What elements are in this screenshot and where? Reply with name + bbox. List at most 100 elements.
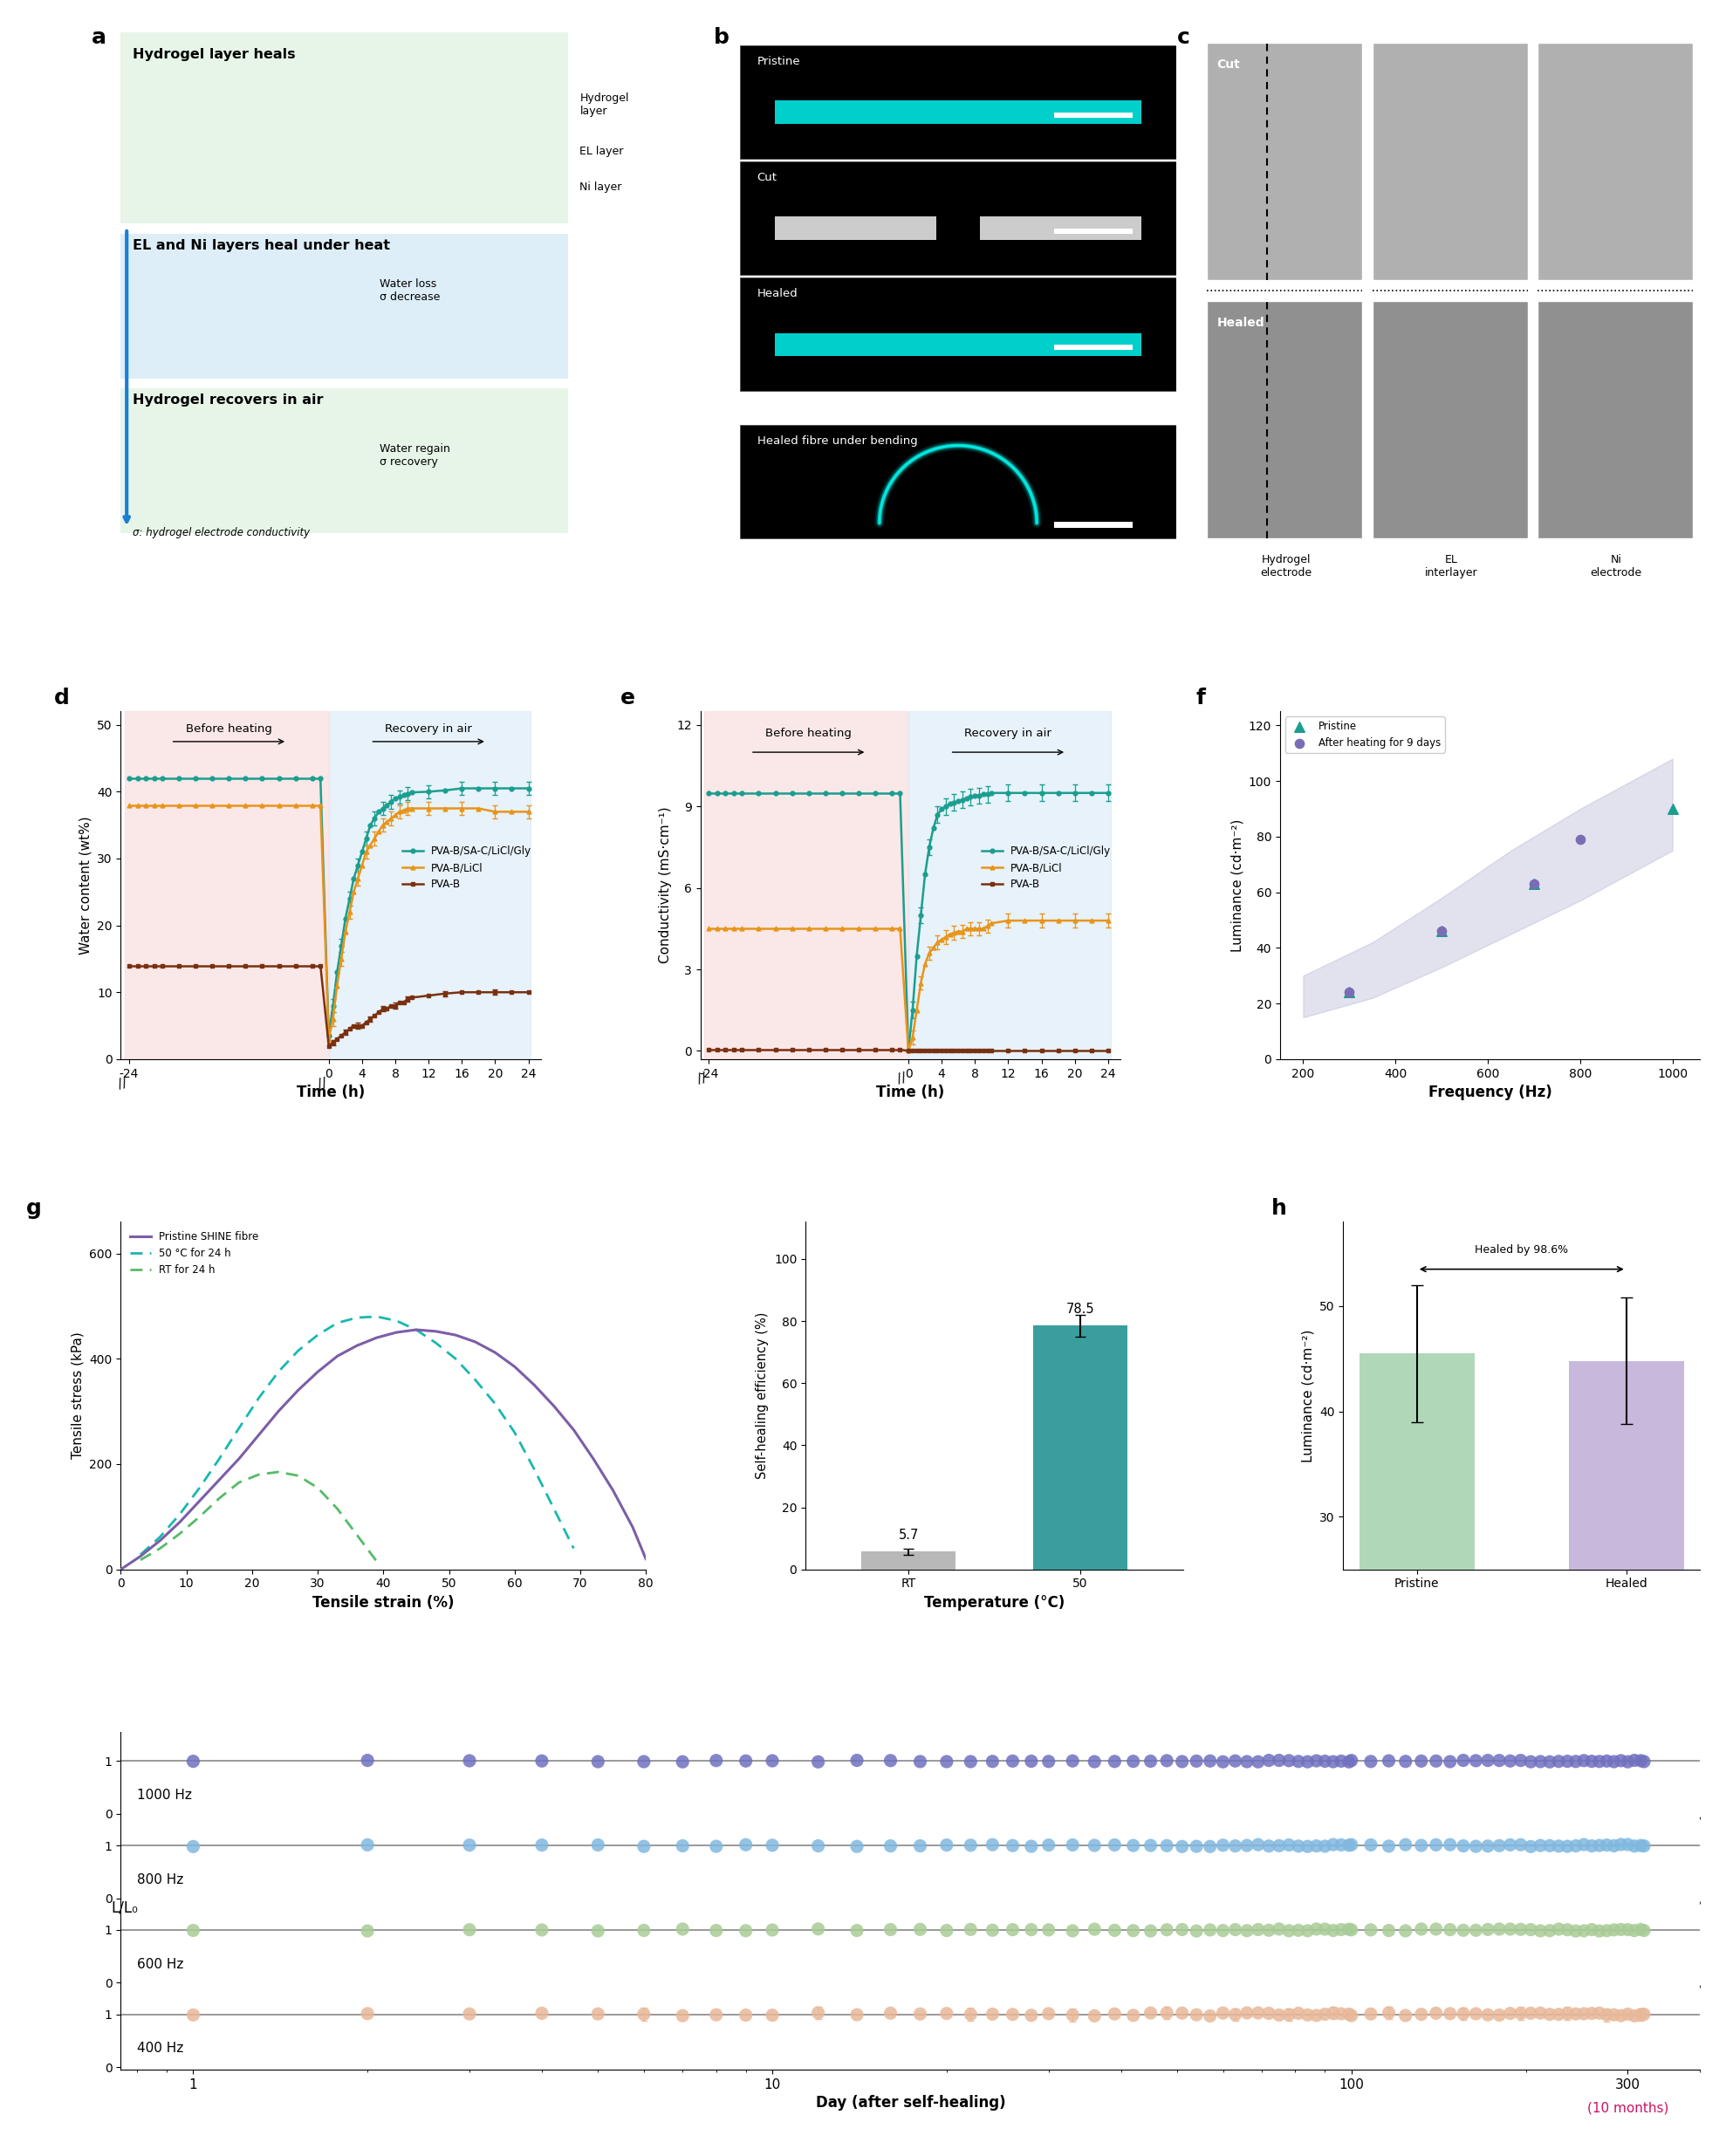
PVA-B/SA-C/LiCl/Gly	[923, 815, 944, 841]
Point	[1474, 1828, 1502, 1863]
Point	[1391, 1915, 1419, 1949]
PVA-B	[361, 1007, 381, 1033]
PVA-B/SA-C/LiCl/Gly	[368, 800, 388, 826]
Point	[1536, 1828, 1564, 1863]
PVA-B/LiCl	[944, 921, 965, 946]
PVA-B/LiCl	[356, 839, 376, 865]
Pristine SHINE fibre	[623, 1514, 644, 1539]
Point	[1244, 1828, 1272, 1863]
Y-axis label: Conductivity (mS·cm⁻¹): Conductivity (mS·cm⁻¹)	[659, 806, 671, 964]
PVA-B/SA-C/LiCl/Gly	[318, 1022, 338, 1048]
Point	[877, 1828, 904, 1863]
PVA-B/LiCl	[998, 908, 1018, 934]
Point	[583, 1915, 611, 1949]
Text: Hydrogel
layer: Hydrogel layer	[580, 93, 628, 116]
50 °C for 24 h	[485, 1391, 506, 1416]
Point	[979, 1912, 1006, 1947]
PVA-B/SA-C/LiCl/Gly	[960, 785, 980, 811]
PVA-B/LiCl	[923, 936, 944, 962]
Point	[979, 1828, 1006, 1863]
PVA-B/LiCl	[968, 916, 989, 942]
Point	[1210, 1828, 1238, 1863]
PVA-B/LiCl	[323, 1007, 343, 1033]
Point	[1562, 1915, 1590, 1949]
PVA-B/LiCl	[911, 970, 932, 996]
Point	[1101, 1996, 1129, 2031]
PVA-B	[939, 1037, 960, 1063]
Point	[1571, 1996, 1598, 2031]
Text: d: d	[54, 688, 69, 709]
Bar	[121, 32, 568, 224]
Bar	[1372, 43, 1528, 280]
Point	[1496, 1744, 1524, 1779]
Point	[1232, 1996, 1260, 2031]
Point	[668, 1744, 696, 1779]
RT for 24 h	[326, 1496, 347, 1522]
Point	[1593, 1744, 1621, 1779]
Point	[1255, 1996, 1282, 2031]
PVA-B	[318, 1033, 338, 1059]
Point	[956, 1912, 984, 1947]
Point	[528, 1828, 556, 1863]
Point	[1614, 1828, 1641, 1863]
Pristine SHINE fibre	[464, 1328, 485, 1354]
Point	[1507, 1996, 1534, 2031]
Point	[456, 1828, 483, 1863]
Point	[1407, 1744, 1434, 1779]
PVA-B/LiCl	[376, 808, 397, 834]
Pristine SHINE fibre	[326, 1343, 347, 1369]
Point	[842, 1828, 870, 1863]
Point	[1303, 1828, 1331, 1863]
PVA-B/SA-C/LiCl/Gly	[385, 785, 406, 811]
PVA-B	[980, 1037, 1001, 1063]
Bar	[328, 711, 532, 1059]
Pristine SHINE fibre	[129, 1544, 150, 1570]
Point	[1196, 1744, 1224, 1779]
RT for 24 h	[190, 1503, 211, 1529]
Point	[1120, 1999, 1148, 2033]
Point	[1182, 1828, 1210, 1863]
PVA-B	[376, 996, 397, 1022]
PVA-B/SA-C/LiCl/Gly	[906, 942, 927, 968]
Text: Recovery in air: Recovery in air	[965, 727, 1051, 740]
PVA-B/LiCl	[468, 796, 488, 821]
Point	[932, 1744, 960, 1779]
Point	[1303, 1999, 1331, 2033]
Point	[1338, 1744, 1365, 1779]
RT for 24 h	[129, 1548, 150, 1574]
Point	[1629, 1744, 1657, 1779]
Point	[956, 1744, 984, 1779]
Point	[1196, 1828, 1224, 1863]
Bar	[124, 711, 328, 1059]
Pristine SHINE fibre	[190, 1488, 211, 1514]
Point	[1629, 1996, 1657, 2031]
Point	[1255, 1744, 1282, 1779]
PVA-B/SA-C/LiCl/Gly	[953, 787, 973, 813]
PVA-B/SA-C/LiCl/Gly	[501, 776, 521, 802]
Bar	[1034, 1326, 1127, 1570]
PVA-B/LiCl	[518, 800, 539, 826]
Point	[1284, 1744, 1312, 1779]
Text: 800 Hz: 800 Hz	[136, 1874, 183, 1886]
Pristine SHINE fibre	[387, 1319, 407, 1345]
Point	[1496, 1912, 1524, 1947]
Point	[1376, 1996, 1403, 2031]
Point	[842, 1912, 870, 1947]
Point	[1450, 1912, 1477, 1947]
50 °C for 24 h	[406, 1317, 426, 1343]
PVA-B/SA-C/LiCl/Gly	[373, 796, 394, 821]
Text: //: //	[696, 1072, 708, 1087]
PVA-B/SA-C/LiCl/Gly	[418, 778, 438, 804]
PVA-B	[385, 992, 406, 1018]
Point	[1210, 1744, 1238, 1779]
Point	[758, 1999, 785, 2033]
Point	[956, 1828, 984, 1863]
Line: PVA-B/LiCl: PVA-B/LiCl	[906, 918, 1110, 1052]
Point	[956, 1996, 984, 2031]
Bar	[775, 101, 1141, 123]
Point	[1621, 1828, 1648, 1863]
Point	[702, 1828, 730, 1863]
PVA-B/LiCl	[935, 925, 956, 951]
PVA-B	[944, 1037, 965, 1063]
Text: Cut: Cut	[758, 172, 777, 183]
